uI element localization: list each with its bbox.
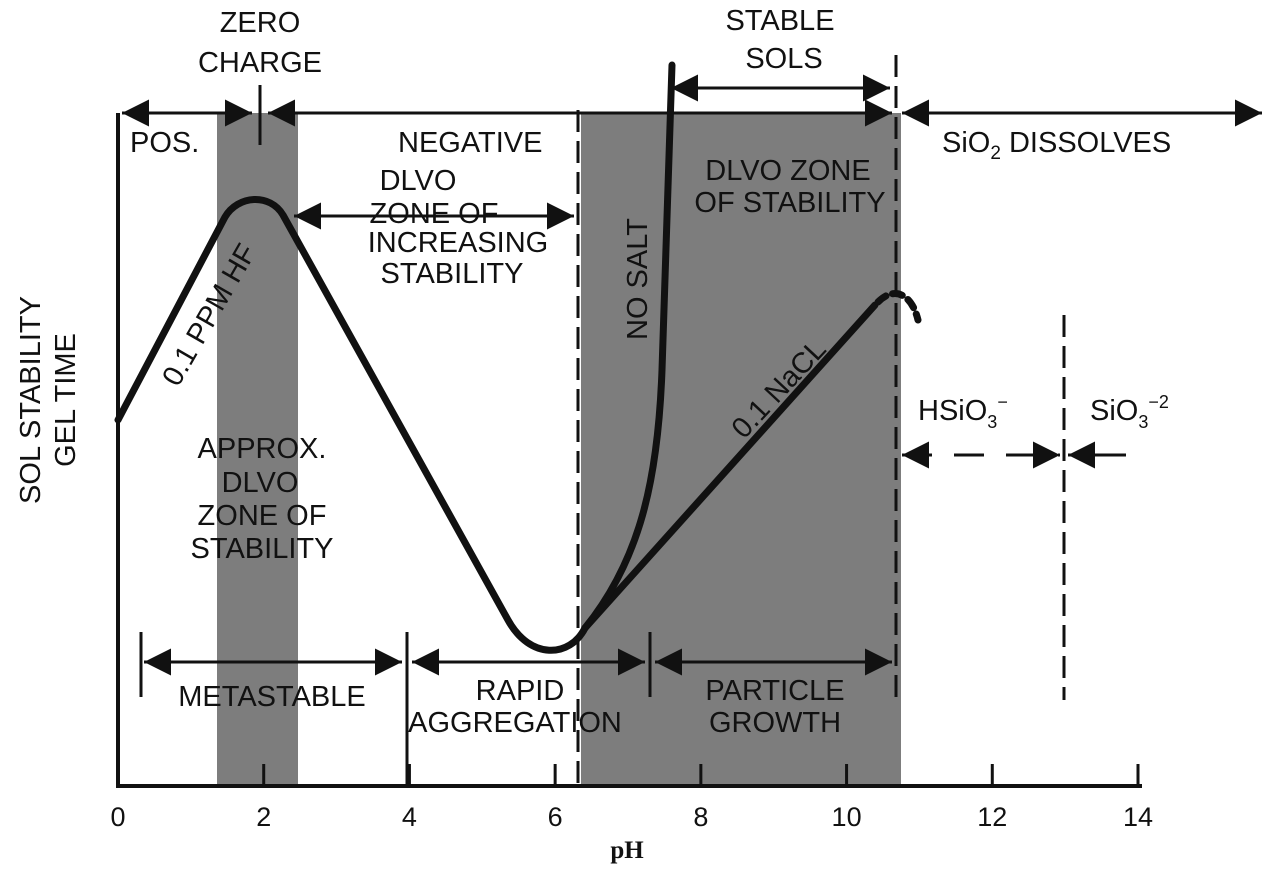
x-tick-label: 14: [1123, 802, 1153, 832]
label-particle-2: GROWTH: [709, 707, 841, 739]
x-tick-label: 2: [256, 802, 271, 832]
label-metastable: METASTABLE: [178, 681, 365, 713]
label-stable-sols-1: STABLE: [725, 5, 834, 37]
label-approx-2: DLVO: [222, 467, 299, 499]
label-particle-1: PARTICLE: [705, 675, 844, 707]
label-dlvo-zone-1: DLVO ZONE: [705, 155, 870, 187]
label-approx-1: APPROX.: [198, 433, 327, 465]
label-rapid-2: AGGREGATION: [408, 707, 622, 739]
curve-0-1-nacl-dashed-end: [874, 290, 922, 324]
label-hsio3: HSiO3−: [918, 392, 1008, 432]
label-sio3: SiO3−2: [1090, 392, 1169, 432]
label-approx-4: STABILITY: [191, 533, 334, 565]
label-dlvo-inc-2: ZONE OF: [370, 198, 499, 230]
label-zero-charge-2: CHARGE: [198, 47, 322, 79]
label-dlvo-inc-1: DLVO: [380, 165, 457, 197]
label-rapid-1: RAPID: [476, 675, 565, 707]
curve-0-1-ppm-hf: [114, 196, 589, 654]
x-tick-label: 6: [548, 802, 563, 832]
label-negative: NEGATIVE: [398, 127, 543, 159]
curve-0-1-nacl: [581, 301, 879, 632]
x-axis-label: pH: [610, 837, 644, 864]
series-label-no-salt: NO SALT: [622, 218, 654, 340]
y-axis-label: SOL STABILITY GEL TIME: [15, 296, 82, 504]
x-tick-label: 8: [693, 802, 708, 832]
label-dlvo-zone-2: OF STABILITY: [694, 187, 885, 219]
x-tick-label: 10: [832, 802, 862, 832]
label-dlvo-inc-3: INCREASING: [368, 227, 548, 259]
curve-no-salt: [581, 61, 676, 632]
x-tick-label: 0: [110, 802, 125, 832]
label-stable-sols-2: SOLS: [745, 43, 822, 75]
label-dlvo-inc-4: STABILITY: [381, 258, 524, 290]
y-axis-label-line-2: GEL TIME: [50, 333, 82, 467]
x-tick-label: 12: [977, 802, 1007, 832]
x-tick-group: 0 2 4 6 8 10 12 14: [110, 764, 1153, 832]
x-tick-label: 4: [402, 802, 417, 832]
label-approx-3: ZONE OF: [198, 500, 327, 532]
label-zero-charge-1: ZERO: [220, 7, 301, 39]
y-axis-label-line-1: SOL STABILITY: [15, 296, 47, 504]
label-sio2-dissolves: SiO2 DISSOLVES: [942, 127, 1171, 164]
label-pos: POS.: [130, 127, 199, 159]
